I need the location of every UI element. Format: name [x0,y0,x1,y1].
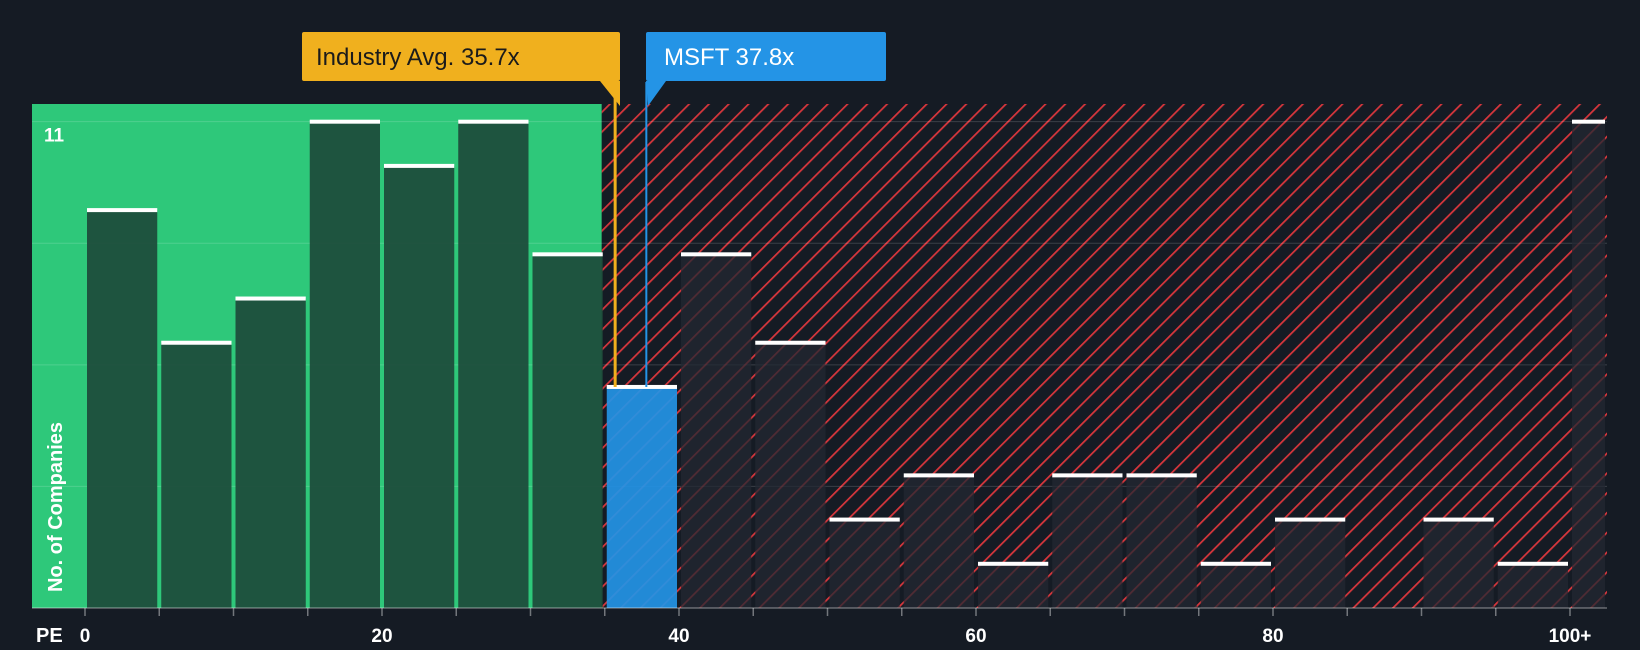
x-tick-label-80: 80 [1262,626,1283,647]
y-axis-ticks: 11 [44,126,65,147]
bar-20-25 [384,165,455,609]
x-axis-title: PE [36,625,63,647]
x-tick-label-40: 40 [668,626,689,647]
bar-90-95 [1423,519,1494,608]
bar-75-80 [1200,563,1271,608]
msft-label: MSFT 37.8x [664,44,794,71]
marker-lines [613,82,648,387]
bar-cap-90-95 [1423,517,1494,522]
bar-55-60 [903,475,974,608]
x-axis: 0 20 40 60 80 100+ [32,607,1607,647]
bar-cap-60-65 [978,561,1049,566]
msft-callout: MSFT 37.8x [646,32,886,106]
bar-cap-5-10 [161,340,232,345]
bar-60-65 [978,563,1049,608]
industry-avg-callout: Industry Avg. 35.7x [302,32,620,106]
bar-15-20 [309,121,380,609]
bar-5-10 [161,342,232,608]
bar-cap-95-100 [1497,561,1568,566]
x-tick-label-100: 100+ [1549,626,1592,647]
bar-cap-100-103 [1572,119,1605,124]
y-axis-title: No. of Companies [45,422,67,592]
bar-cap-35-40 [606,384,677,389]
x-tick-label-60: 60 [965,626,986,647]
bar-cap-40-45 [681,252,752,257]
bar-0-5 [87,210,158,608]
y-tick-label-11: 11 [44,126,65,147]
bar-cap-65-70 [1052,473,1123,478]
bar-100-103 [1572,121,1605,609]
bar-95-100 [1497,563,1568,608]
bar-cap-45-50 [755,340,826,345]
bar-35-40 [606,386,677,608]
histogram-bars [87,119,1605,609]
bar-cap-80-85 [1275,517,1346,522]
x-tick-label-0: 0 [80,626,91,647]
industry-avg-label: Industry Avg. 35.7x [316,44,520,71]
bar-cap-50-55 [829,517,900,522]
msft-callout-pointer [646,81,666,106]
bar-cap-15-20 [309,119,380,124]
industry-avg-callout-box [302,32,620,81]
bar-cap-75-80 [1200,561,1271,566]
bar-45-50 [755,342,826,608]
bar-cap-25-30 [458,119,529,124]
bar-10-15 [235,298,306,608]
msft-callout-box [646,32,886,81]
bar-25-30 [458,121,529,609]
bar-50-55 [829,519,900,608]
bar-80-85 [1275,519,1346,608]
x-tick-label-20: 20 [371,626,392,647]
bar-cap-30-35 [532,252,603,257]
bar-65-70 [1052,475,1123,608]
industry-avg-callout-pointer [600,81,620,106]
bar-cap-55-60 [903,473,974,478]
bar-cap-70-75 [1126,473,1197,478]
bar-70-75 [1126,475,1197,608]
bar-cap-10-15 [235,296,306,301]
bar-cap-20-25 [384,163,455,168]
bar-cap-0-5 [87,208,158,213]
bar-40-45 [681,254,752,608]
bar-30-35 [532,254,603,608]
